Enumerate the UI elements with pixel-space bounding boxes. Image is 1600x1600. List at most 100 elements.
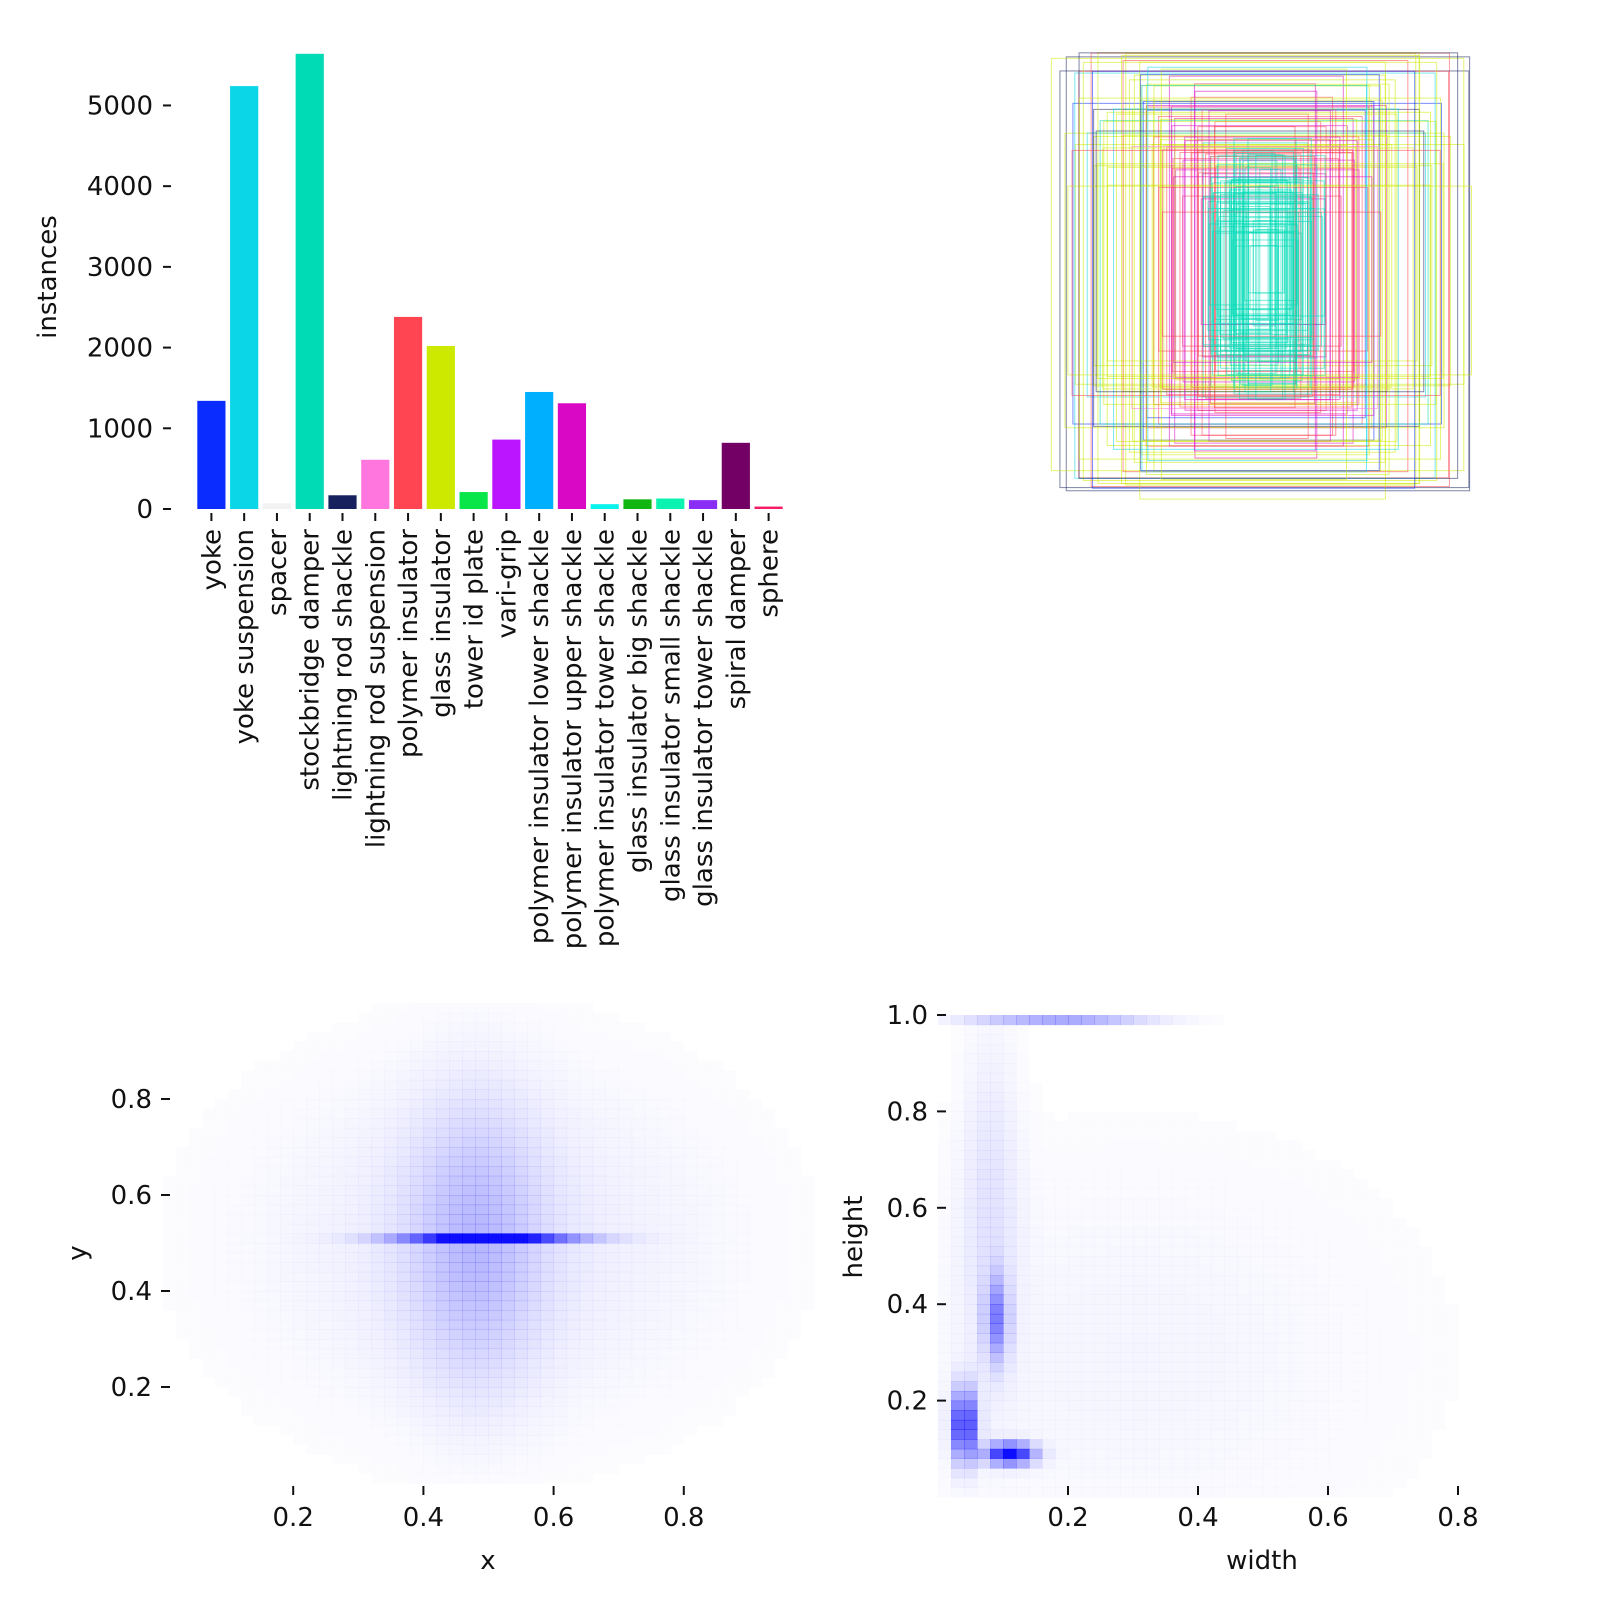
xy-cell	[436, 1291, 450, 1302]
wh-cell	[977, 1256, 991, 1267]
wh-cell	[1289, 1179, 1303, 1189]
wh-cell	[1263, 1401, 1277, 1411]
xy-cell	[528, 1435, 542, 1445]
xy-cell	[215, 1339, 229, 1349]
wh-cell	[1016, 1111, 1030, 1121]
wh-cell	[990, 1275, 1004, 1286]
xy-cell	[658, 1128, 672, 1138]
xy-cell	[658, 1061, 672, 1071]
xy-cell	[215, 1272, 229, 1282]
xy-cell	[215, 1147, 229, 1157]
xy-cell	[514, 1214, 529, 1225]
xy-cell	[671, 1195, 685, 1205]
xy-cell	[488, 1089, 503, 1100]
xy-cell	[514, 1396, 529, 1407]
xy-cell	[619, 1358, 633, 1368]
xy-cell	[489, 1032, 503, 1042]
wh-cell	[1146, 1295, 1160, 1305]
xy-cell	[645, 1118, 659, 1128]
wh-cell	[1263, 1246, 1277, 1256]
xy-cell	[449, 1185, 463, 1196]
wh-cell	[951, 1468, 965, 1479]
wh-cell	[1172, 1372, 1186, 1382]
xy-cell	[631, 1223, 646, 1234]
xy-cell	[710, 1214, 724, 1224]
wh-cell	[964, 1111, 978, 1122]
wh-cell	[1159, 1131, 1173, 1141]
wh-cell	[1445, 1333, 1459, 1343]
wh-cell	[1029, 1237, 1043, 1247]
xy-cell	[723, 1137, 737, 1147]
xy-cell	[345, 1319, 359, 1330]
xy-cell	[606, 1464, 620, 1474]
xy-cell	[241, 1397, 255, 1407]
xy-cell	[592, 1348, 607, 1359]
xy-cell	[163, 1272, 177, 1282]
wh-cell	[1107, 1439, 1121, 1449]
wh-cell	[1094, 1111, 1108, 1121]
xy-cell	[462, 1377, 476, 1388]
xy-cell	[580, 1003, 594, 1013]
wh-cell	[1042, 1343, 1056, 1353]
xy-cell	[540, 1070, 555, 1081]
wh-cell	[1094, 1189, 1108, 1199]
xy-cell	[501, 1166, 516, 1177]
xy-cell	[267, 1243, 281, 1253]
xy-cell	[592, 1185, 607, 1196]
wh-cell	[1250, 1198, 1264, 1208]
xy-cell	[462, 1358, 476, 1369]
xy-cell	[671, 1147, 685, 1157]
xy-cell	[697, 1377, 711, 1387]
xy-cell	[254, 1416, 268, 1426]
wh-cell	[1094, 1410, 1108, 1420]
xy-cell	[606, 1089, 620, 1099]
wh-cell	[1029, 1217, 1043, 1227]
wh-cell	[1367, 1198, 1381, 1208]
wh-cell	[1003, 1390, 1017, 1402]
xy-cell	[254, 1272, 268, 1282]
xy-cell	[332, 1243, 346, 1254]
wh-cell	[951, 1034, 965, 1044]
xy-cell	[618, 1156, 633, 1167]
xy-cell	[775, 1310, 789, 1320]
xy-cell	[710, 1185, 724, 1195]
wh-cell	[1354, 1256, 1368, 1266]
wh-cell	[1250, 1401, 1264, 1411]
xy-cell	[436, 1118, 450, 1129]
wh-cell	[1042, 1333, 1056, 1343]
bar	[492, 439, 521, 509]
wh-cell	[1068, 1189, 1082, 1199]
xy-cell	[293, 1109, 307, 1119]
xy-cell	[710, 1243, 724, 1253]
wh-cell	[964, 1256, 978, 1267]
wh-cell	[990, 1333, 1004, 1344]
wh-cell	[1159, 1189, 1173, 1199]
xy-cell	[397, 1118, 411, 1129]
wh-cell	[1055, 1333, 1069, 1343]
xy-cell	[345, 1252, 359, 1263]
wh-cell	[1211, 1352, 1225, 1362]
wh-cell	[1341, 1217, 1355, 1227]
xy-cell	[475, 1358, 489, 1369]
wh-cell	[977, 1419, 991, 1431]
wh-cell	[1419, 1275, 1433, 1285]
xy-cell	[410, 1118, 424, 1129]
xy-cell	[501, 1358, 516, 1369]
xy-cell	[410, 1204, 424, 1215]
wh-cell	[1016, 1160, 1030, 1170]
xy-cell	[254, 1377, 268, 1387]
xy-cell	[332, 1137, 346, 1147]
xy-cell	[658, 1349, 672, 1359]
wh-cell	[977, 1352, 991, 1363]
wh-cell	[1185, 1333, 1199, 1343]
wh-cell	[1406, 1391, 1420, 1401]
xy-cell	[228, 1147, 242, 1157]
xy-cell	[293, 1349, 307, 1359]
wh-cell	[1328, 1362, 1342, 1372]
xy-cell	[658, 1109, 672, 1119]
wh-cell	[1224, 1285, 1238, 1295]
xy-cell	[345, 1099, 359, 1109]
xy-cell	[684, 1406, 698, 1416]
xy-cell	[579, 1243, 594, 1254]
wh-cell	[1003, 1025, 1017, 1035]
